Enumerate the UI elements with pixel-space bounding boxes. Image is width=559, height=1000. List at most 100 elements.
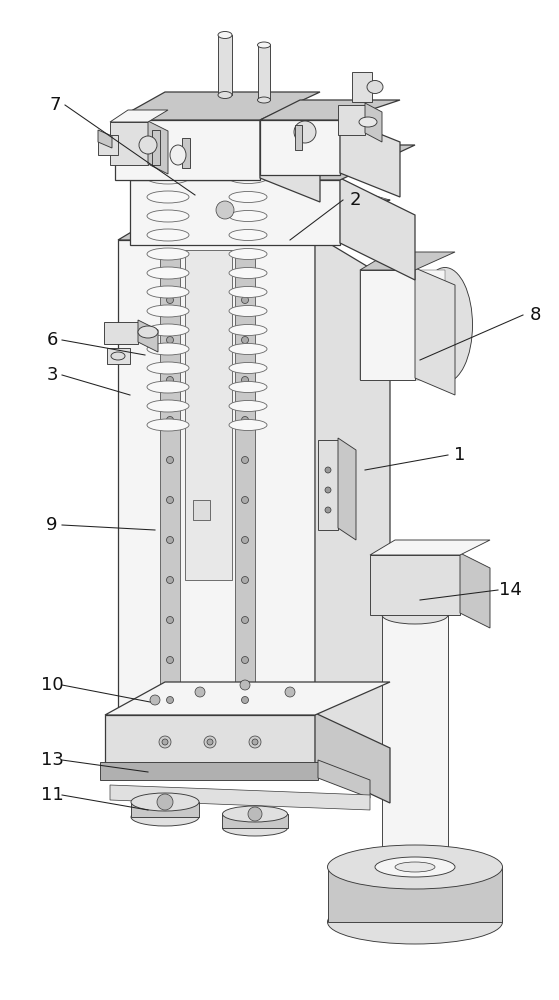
Circle shape (240, 680, 250, 690)
Circle shape (325, 507, 331, 513)
Text: 9: 9 (46, 516, 58, 534)
Ellipse shape (147, 267, 189, 279)
Polygon shape (131, 802, 199, 817)
Polygon shape (235, 250, 255, 745)
Ellipse shape (222, 820, 287, 836)
Circle shape (167, 496, 173, 504)
Ellipse shape (147, 381, 189, 393)
Ellipse shape (229, 400, 267, 412)
Polygon shape (115, 120, 260, 180)
Circle shape (167, 576, 173, 584)
Ellipse shape (382, 851, 448, 869)
Polygon shape (218, 35, 232, 95)
Polygon shape (295, 125, 302, 150)
Polygon shape (148, 121, 168, 174)
Ellipse shape (328, 845, 503, 889)
Ellipse shape (294, 121, 316, 143)
Ellipse shape (147, 324, 189, 336)
Ellipse shape (229, 324, 267, 336)
Ellipse shape (229, 134, 267, 145)
Ellipse shape (138, 326, 158, 338)
Polygon shape (318, 440, 338, 530)
Circle shape (216, 201, 234, 219)
Polygon shape (258, 45, 270, 100)
Polygon shape (104, 322, 138, 344)
Ellipse shape (147, 419, 189, 431)
Ellipse shape (147, 286, 189, 298)
Text: 8: 8 (529, 306, 541, 324)
Circle shape (167, 416, 173, 424)
Polygon shape (315, 713, 390, 803)
Ellipse shape (218, 92, 232, 99)
Circle shape (167, 616, 173, 624)
Circle shape (241, 696, 249, 704)
Ellipse shape (131, 808, 199, 826)
Circle shape (241, 576, 249, 584)
Polygon shape (460, 553, 490, 628)
Polygon shape (338, 438, 356, 540)
Ellipse shape (147, 210, 189, 222)
Polygon shape (160, 250, 180, 745)
Text: 13: 13 (41, 751, 63, 769)
Ellipse shape (147, 172, 189, 184)
Polygon shape (360, 270, 445, 380)
Ellipse shape (229, 420, 267, 430)
Circle shape (285, 687, 295, 697)
Polygon shape (182, 138, 190, 168)
Polygon shape (138, 320, 158, 352)
Polygon shape (260, 118, 320, 202)
Ellipse shape (229, 211, 267, 222)
Circle shape (159, 736, 171, 748)
Polygon shape (118, 240, 315, 760)
Text: 11: 11 (41, 786, 63, 804)
Ellipse shape (258, 42, 271, 48)
Polygon shape (315, 235, 390, 800)
Circle shape (241, 376, 249, 383)
Text: 2: 2 (349, 191, 361, 209)
Circle shape (167, 296, 173, 304)
Ellipse shape (328, 900, 503, 944)
Polygon shape (152, 130, 160, 165)
Polygon shape (98, 135, 118, 155)
Polygon shape (340, 178, 415, 280)
Polygon shape (352, 72, 372, 102)
Polygon shape (360, 270, 415, 380)
Ellipse shape (229, 267, 267, 278)
Ellipse shape (139, 136, 157, 154)
Ellipse shape (147, 153, 189, 165)
Ellipse shape (229, 230, 267, 240)
Ellipse shape (258, 97, 271, 103)
Ellipse shape (382, 606, 448, 624)
Polygon shape (222, 814, 288, 828)
Circle shape (241, 456, 249, 464)
Polygon shape (130, 180, 340, 245)
Polygon shape (100, 762, 318, 780)
Polygon shape (382, 615, 448, 860)
Ellipse shape (418, 267, 472, 382)
Polygon shape (110, 122, 148, 165)
Polygon shape (328, 867, 502, 922)
Polygon shape (365, 103, 382, 142)
Circle shape (241, 656, 249, 664)
Ellipse shape (229, 286, 267, 298)
Polygon shape (415, 268, 455, 395)
Circle shape (167, 456, 173, 464)
Polygon shape (318, 760, 370, 798)
Ellipse shape (229, 172, 267, 184)
Circle shape (162, 739, 168, 745)
Circle shape (167, 656, 173, 664)
Ellipse shape (170, 145, 186, 165)
Circle shape (252, 739, 258, 745)
Polygon shape (370, 540, 490, 555)
Text: 14: 14 (499, 581, 522, 599)
Polygon shape (340, 118, 400, 197)
Polygon shape (185, 250, 232, 580)
Ellipse shape (375, 857, 455, 877)
Circle shape (195, 687, 205, 697)
Polygon shape (115, 92, 320, 120)
Ellipse shape (229, 153, 267, 164)
Circle shape (241, 416, 249, 424)
Ellipse shape (147, 134, 189, 146)
Ellipse shape (147, 362, 189, 374)
Polygon shape (360, 252, 455, 270)
